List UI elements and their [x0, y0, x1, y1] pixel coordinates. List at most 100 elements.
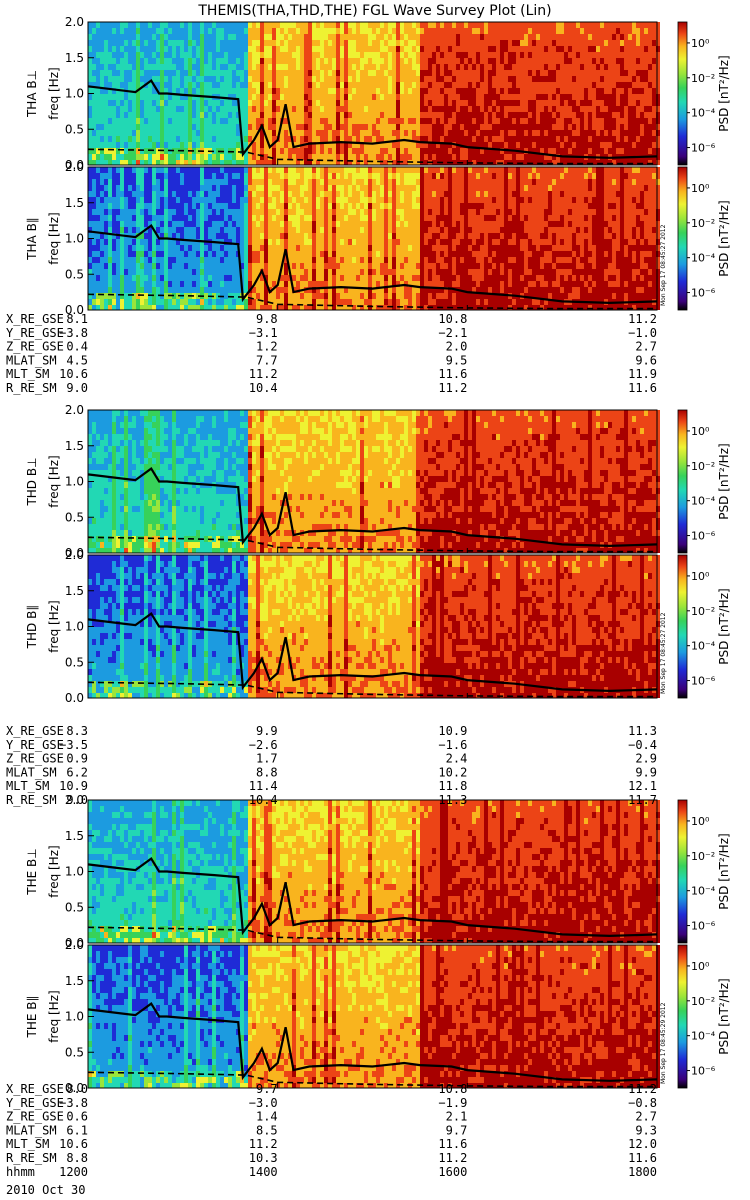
ephemeris-value: 2.1: [446, 1110, 468, 1124]
ephemeris-label: X_RE_GSE: [6, 312, 64, 326]
ephemeris-value: 2.7: [635, 1110, 657, 1124]
y-tick-label: 1.5: [65, 439, 84, 453]
y-tick-label: 2.0: [65, 160, 84, 174]
y-tick-label: 1.5: [65, 196, 84, 210]
ephemeris-value: 11.9: [628, 367, 657, 381]
ephemeris-value: 10.9: [59, 779, 88, 793]
cyclotron-frequency-line: [87, 1002, 658, 1082]
timestamp-label: Mon Sep 17 08:45:29 2012: [660, 1002, 667, 1084]
ephemeris-row: MLT_SM 10.9 11.4 11.8 12.1: [6, 779, 657, 793]
ephemeris-value: 0.6: [66, 1110, 88, 1124]
colorbar-tick-label: 10⁻⁴: [691, 495, 716, 508]
colorbar-tick-label: 10⁻²: [691, 217, 715, 230]
ephemeris-value: −3.8: [59, 326, 88, 340]
ephemeris-value: 1.7: [256, 752, 278, 766]
ephemeris-label: Z_RE_GSE: [6, 1110, 64, 1124]
y-tick-label: 1.0: [65, 1010, 84, 1024]
y-tick-label: 0.5: [65, 267, 84, 281]
y-tick-label: 1.5: [65, 51, 84, 65]
ephemeris-value: 1400: [249, 1165, 278, 1179]
panel-ylabel: THA B∥: [25, 217, 39, 261]
ephemeris-value: 9.7: [256, 1082, 278, 1096]
ephemeris-value: 11.2: [438, 1151, 467, 1165]
panel-ylabel: THA B⊥: [25, 70, 39, 118]
ephemeris-label: R_RE_SM: [6, 1151, 57, 1165]
ephemeris-value: 9.9: [256, 724, 278, 738]
ephemeris-value: 10.4: [249, 793, 278, 807]
y-tick-label: 2.0: [65, 403, 84, 417]
dashed-frequency-line: [87, 681, 657, 698]
y-tick-label: 0.5: [65, 1045, 84, 1059]
y-tick-label: 2.0: [65, 793, 84, 807]
dashed-frequency-line: [87, 926, 657, 943]
y-tick-label: 0.0: [65, 303, 84, 317]
spectrogram-image: [88, 555, 660, 698]
colorbar-label: PSD [nT²/Hz]: [717, 588, 731, 664]
colorbar-scale: [677, 554, 688, 699]
colorbar-tick-label: 10⁻⁶: [691, 530, 716, 543]
ephemeris-value: 12.0: [628, 1137, 657, 1151]
dashed-frequency-line: [87, 536, 657, 553]
ephemeris-row: Y_RE_GSE−3.8 −3.1 −2.1 −1.0: [6, 326, 657, 340]
date-label: 2010 Oct 30: [6, 1183, 85, 1197]
colorbar-tick-label: 10⁻⁶: [691, 675, 716, 688]
ephemeris-value: 10.6: [59, 367, 88, 381]
panel-3: 0.0 0.5 1.0 1.5 2.0 THD B⊥ freq [Hz] 10⁰ 10⁻² 10⁻…: [25, 403, 731, 560]
ephemeris-table-1: X_RE_GSE 8.1 9.8 10.8 11.2 Y_RE_GSE−3.8 −3.1 −2…: [6, 312, 657, 395]
ephemeris-label: MLT_SM: [6, 779, 49, 793]
ephemeris-value: 11.7: [628, 793, 657, 807]
ephemeris-label: X_RE_GSE: [6, 1082, 64, 1096]
panel-ylabel: THE B⊥: [25, 848, 39, 895]
ephemeris-row: R_RE_SM 9.0 10.4 11.2 11.6: [6, 381, 657, 395]
ephemeris-value: 11.6: [438, 1137, 467, 1151]
colorbar-tick-label: 10⁻²: [691, 605, 715, 618]
ephemeris-value: 4.5: [66, 353, 88, 367]
ephemeris-row: R_RE_SM 9.0 10.4 11.3 11.7: [6, 793, 657, 807]
y-tick-label: 0.0: [65, 546, 84, 560]
y-tick-label: 0.0: [65, 1081, 84, 1095]
ephemeris-tables: X_RE_GSE 8.1 9.8 10.8 11.2Y_RE_GSE−3.8 −3.1 −2…: [6, 312, 657, 1179]
ephemeris-value: 10.2: [438, 765, 467, 779]
dashed-frequency-line: [87, 1071, 657, 1088]
ephemeris-value: 2.0: [446, 340, 468, 354]
ephemeris-value: −3.0: [249, 1096, 278, 1110]
ephemeris-value: 11.8: [438, 779, 467, 793]
ephemeris-label: MLAT_SM: [6, 765, 57, 779]
y-tick-label: 1.0: [65, 475, 84, 489]
y-tick-label: 2.0: [65, 548, 84, 562]
ephemeris-value: 9.8: [256, 312, 278, 326]
ephemeris-value: 9.9: [635, 765, 657, 779]
ephemeris-value: 11.3: [438, 793, 467, 807]
ephemeris-value: 8.3: [66, 724, 88, 738]
ephemeris-value: 9.0: [66, 381, 88, 395]
y-tick-label: 0.0: [65, 691, 84, 705]
colorbar-tick-label: 10⁻²: [691, 72, 715, 85]
ephemeris-value: 10.6: [59, 1137, 88, 1151]
ephemeris-value: 11.4: [249, 779, 278, 793]
ephemeris-value: 1800: [628, 1165, 657, 1179]
ephemeris-value: 11.6: [628, 1151, 657, 1165]
y-tick-label: 0.5: [65, 510, 84, 524]
ephemeris-value: −3.1: [249, 326, 278, 340]
y-tick-label: 0.5: [65, 655, 84, 669]
panel-axis-label: freq [Hz]: [47, 845, 61, 897]
panel-4: 0.0 0.5 1.0 1.5 2.0 THD B∥ freq [Hz] 10⁰ 10⁻² 10⁻…: [25, 548, 731, 705]
y-tick-label: 1.5: [65, 829, 84, 843]
panel-ylabel: THD B⊥: [25, 457, 39, 506]
spectrogram-image: [88, 410, 660, 553]
y-tick-label: 0.0: [65, 158, 84, 172]
ephemeris-value: 0.4: [66, 340, 88, 354]
spectrogram-image: [88, 22, 660, 165]
colorbar-tick-label: 10⁻²: [691, 995, 715, 1008]
ephemeris-value: 11.6: [628, 381, 657, 395]
ephemeris-row: X_RE_GSE 8.3 9.9 10.9 11.3: [6, 724, 657, 738]
ephemeris-table-2: X_RE_GSE 8.3 9.9 10.9 11.3 Y_RE_GSE−3.5 −2.6 −1…: [6, 724, 657, 807]
ephemeris-label: Y_RE_GSE: [6, 1096, 64, 1110]
cyclotron-frequency-line: [87, 224, 658, 305]
y-tick-label: 1.0: [65, 87, 84, 101]
ephemeris-value: −0.4: [628, 738, 657, 752]
